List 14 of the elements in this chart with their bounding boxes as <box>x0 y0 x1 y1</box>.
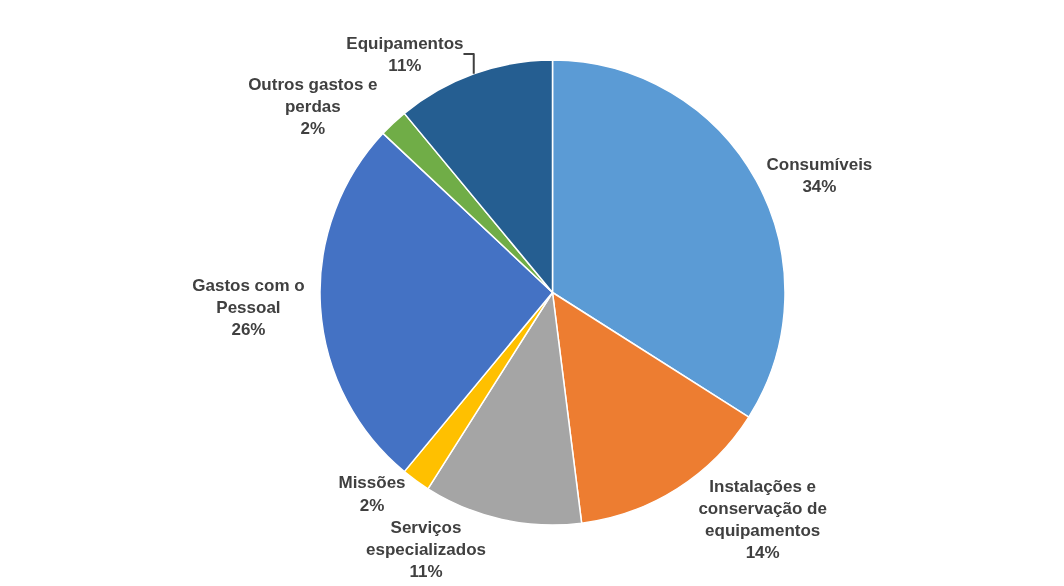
data-label: 2% <box>359 495 385 515</box>
data-label: 11% <box>388 55 422 75</box>
data-label: 11% <box>409 562 443 582</box>
slice-label: Outros gastos e perdas <box>248 74 378 116</box>
data-label: 14% <box>745 542 780 562</box>
slice-label: Instalações e conservação de equipamentos <box>698 476 827 540</box>
data-label: 34% <box>802 177 837 197</box>
data-label: 26% <box>231 319 266 339</box>
slice-label: Consumíveis <box>766 155 873 175</box>
data-label: 2% <box>300 118 326 138</box>
slice-label: Gastos com o Pessoal <box>192 275 305 317</box>
slice-label: Serviços especializados <box>365 517 486 559</box>
slice-label: Missões <box>338 473 406 493</box>
slice-label: Equipamentos <box>346 33 464 53</box>
